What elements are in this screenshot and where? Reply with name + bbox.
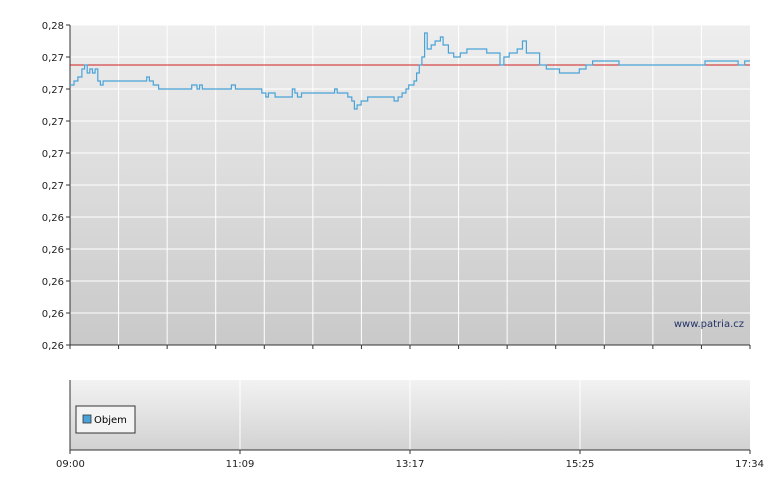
legend-swatch	[82, 414, 92, 424]
price-panel: 0,26 0,26 0,26 0,26 0,26 0,27 0,27 0,27 0,27 0,27…	[42, 21, 751, 352]
volume-panel: 09:00 11:09 13:17 15:25 17:34 Objem	[56, 380, 764, 470]
price-y-tick-label: 0,27	[42, 53, 64, 64]
watermark: www.patria.cz	[674, 319, 744, 330]
price-y-tick-label: 0,26	[42, 277, 64, 288]
volume-gridlines	[69, 380, 581, 450]
x-tick-label: 17:34	[735, 459, 764, 470]
price-y-tick-label: 0,28	[42, 21, 64, 32]
price-y-tick-label: 0,26	[42, 213, 64, 224]
x-tick-label: 09:00	[56, 459, 85, 470]
price-y-tick-label: 0,27	[42, 181, 64, 192]
price-x-ticks	[69, 345, 751, 349]
price-y-tick-label: 0,26	[42, 341, 64, 352]
x-tick-label: 11:09	[226, 459, 255, 470]
price-y-tick-label: 0,26	[42, 309, 64, 320]
price-y-tick-label: 0,27	[42, 85, 64, 96]
volume-x-axis: 09:00 11:09 13:17 15:25 17:34	[56, 450, 764, 470]
x-tick-label: 13:17	[396, 459, 425, 470]
price-y-axis: 0,26 0,26 0,26 0,26 0,26 0,27 0,27 0,27 0,27 0,27…	[42, 21, 71, 352]
price-series-line	[70, 32, 750, 110]
x-tick-label: 15:25	[566, 459, 595, 470]
legend-label: Objem	[94, 415, 127, 426]
price-y-tick-label: 0,26	[42, 245, 64, 256]
volume-legend: Objem	[75, 405, 136, 434]
price-y-tick-label: 0,27	[42, 117, 64, 128]
price-y-tick-label: 0,27	[42, 149, 64, 160]
